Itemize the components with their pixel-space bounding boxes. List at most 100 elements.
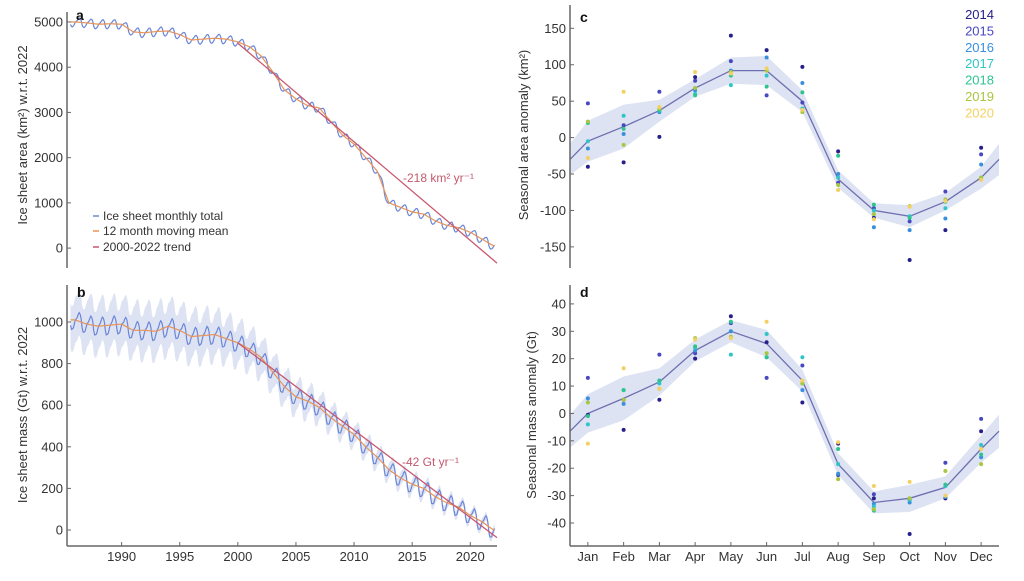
point-2016-aug xyxy=(836,471,841,476)
point-2018-aug xyxy=(836,447,841,452)
x-tick-label: 2000 xyxy=(223,549,252,564)
point-2020-nov xyxy=(943,198,948,203)
legend-year-2018: 2018 xyxy=(965,73,994,88)
point-2019-sep xyxy=(871,507,876,512)
x-tick-label: Sep xyxy=(862,549,885,564)
y-tick-label: -40 xyxy=(547,515,566,530)
x-tick-label: Jun xyxy=(756,549,777,564)
point-2017-feb xyxy=(621,113,626,118)
y-tick-label: -50 xyxy=(547,167,566,182)
point-2015-apr xyxy=(693,78,698,83)
point-2016-feb xyxy=(621,131,626,136)
point-2017-jan xyxy=(585,422,590,427)
point-2018-may xyxy=(728,319,733,324)
point-2014-dec xyxy=(979,429,984,434)
point-2020-sep xyxy=(871,217,876,222)
y-tick-label: 10 xyxy=(552,379,566,394)
point-2017-jun xyxy=(764,332,769,337)
x-tick-label: Jan xyxy=(577,549,598,564)
point-2017-sep xyxy=(871,208,876,213)
point-2016-dec xyxy=(979,162,984,167)
point-2019-apr xyxy=(693,86,698,91)
y-tick-label: -150 xyxy=(540,239,566,254)
point-2020-aug xyxy=(836,440,841,445)
x-tick-label: Jul xyxy=(794,549,811,564)
point-2014-jan xyxy=(585,164,590,169)
point-2018-mar xyxy=(657,378,662,383)
panel-d: -40 -30 -20 -10 0 10 20 30 40 Jan Feb Mar Apr May Jun J… xyxy=(547,285,1000,564)
point-2020-aug xyxy=(836,188,841,193)
point-2016-feb xyxy=(621,401,626,406)
point-2014-mar xyxy=(657,397,662,402)
point-2014-jun xyxy=(764,340,769,345)
point-2020-jun xyxy=(764,319,769,324)
point-2020-apr xyxy=(693,337,698,342)
x-tick-label: May xyxy=(719,549,744,564)
point-2018-aug xyxy=(836,153,841,158)
point-2018-jun xyxy=(764,84,769,89)
panel-b: 0 200 400 600 800 1000 1990 1995 2000 2005 2010 201… xyxy=(34,285,498,564)
panel-letter-b: b xyxy=(77,284,86,300)
spread-band xyxy=(570,56,999,228)
y-tick-label: -20 xyxy=(547,461,566,476)
point-2020-jan xyxy=(585,441,590,446)
point-2014-aug xyxy=(836,149,841,154)
point-2015-mar xyxy=(657,352,662,357)
y-axis-label-a: Ice sheet area (km²) w.r.t. 2022 xyxy=(15,45,30,224)
point-2016-jul xyxy=(800,80,805,85)
point-2019-feb xyxy=(621,397,626,402)
point-2015-jun xyxy=(764,375,769,380)
legend-year-2016: 2016 xyxy=(965,40,994,55)
point-2015-jun xyxy=(764,93,769,98)
point-2018-oct xyxy=(907,215,912,220)
y-axis-label-c: Seasonal area anomaly (km²) xyxy=(516,50,531,221)
point-2018-nov xyxy=(943,482,948,487)
point-2020-jun xyxy=(764,66,769,71)
point-2014-mar xyxy=(657,134,662,139)
y-tick-label: 40 xyxy=(552,296,566,311)
point-2017-jul xyxy=(800,355,805,360)
point-2020-mar xyxy=(657,104,662,109)
point-2019-jan xyxy=(585,400,590,405)
point-2016-jan xyxy=(585,396,590,401)
point-2019-feb xyxy=(621,142,626,147)
point-2016-jun xyxy=(764,55,769,60)
legend-label-trend: 2000-2022 trend xyxy=(103,240,191,254)
panel-letter-a: a xyxy=(76,7,84,23)
point-2018-jul xyxy=(800,90,805,95)
panel-letter-d: d xyxy=(580,284,589,300)
point-2019-jul xyxy=(800,381,805,386)
y-tick-label: 400 xyxy=(41,439,63,454)
x-tick-label: 1990 xyxy=(107,549,136,564)
y-axis-label-b: Ice sheet mass (Gt) w.r.t. 2022 xyxy=(15,327,30,503)
point-2017-may xyxy=(728,352,733,357)
y-tick-label: 3000 xyxy=(34,105,63,120)
point-2014-apr xyxy=(693,356,698,361)
panel-c: -150 -100 -50 0 50 100 150 xyxy=(540,5,1000,268)
x-tick-label: Apr xyxy=(685,549,706,564)
point-2015-apr xyxy=(693,351,698,356)
legend-year-2019: 2019 xyxy=(965,89,994,104)
y-tick-label: 0 xyxy=(56,241,63,256)
point-2019-aug xyxy=(836,182,841,187)
x-tick-label: Nov xyxy=(934,549,958,564)
y-tick-label: 0 xyxy=(56,522,63,537)
point-2014-dec xyxy=(979,145,984,150)
y-tick-label: 1000 xyxy=(34,195,63,210)
point-2014-jun xyxy=(764,48,769,53)
point-2019-jun xyxy=(764,351,769,356)
point-2015-jan xyxy=(585,375,590,380)
point-2020-feb xyxy=(621,89,626,94)
point-2016-sep xyxy=(871,225,876,230)
point-2017-dec xyxy=(979,442,984,447)
point-2014-jul xyxy=(800,64,805,69)
point-2020-dec xyxy=(979,177,984,182)
point-2020-jan xyxy=(585,155,590,160)
y-tick-label: -10 xyxy=(547,433,566,448)
point-2020-feb xyxy=(621,366,626,371)
point-2014-oct xyxy=(907,531,912,536)
x-tick-label: Dec xyxy=(970,549,994,564)
x-tick-label: Oct xyxy=(900,549,921,564)
point-2016-aug xyxy=(836,172,841,177)
